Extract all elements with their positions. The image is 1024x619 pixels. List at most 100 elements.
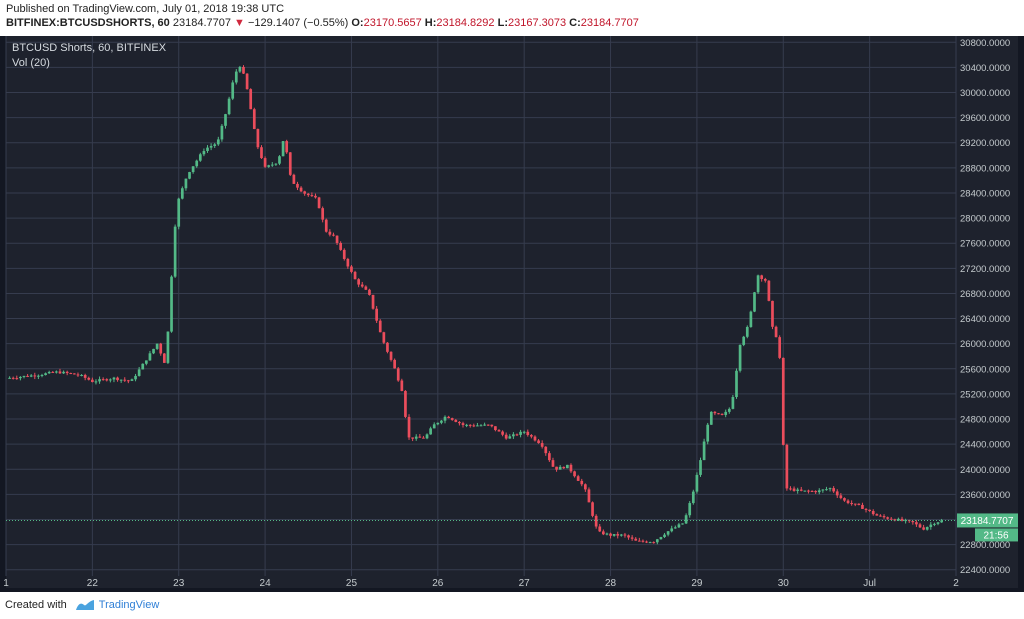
x-tick-label: 25 [346,578,358,589]
y-tick-label: 26400.0000 [960,314,1010,325]
candle-up [443,416,447,421]
y-tick-label: 28800.0000 [960,163,1010,174]
time-axis[interactable]: 1 22 23 24 25 26 27 28 29 30 Jul 2 [3,578,959,589]
candle-down [652,542,656,544]
price-axis[interactable]: 22400.000022800.000023200.000023600.0000… [960,38,1010,576]
candle-down [807,490,810,492]
candle-down [375,308,378,321]
y-tick-label: 29200.0000 [960,138,1010,149]
high-value: 23184.8292 [436,17,495,29]
candle-down [544,446,548,454]
y-tick-label: 28400.0000 [960,188,1010,199]
y-tick-label: 26800.0000 [960,289,1010,300]
tradingview-logo-icon[interactable] [75,599,95,611]
last-price-tag [957,513,1018,528]
candle-up [213,144,217,146]
candle-down [846,500,850,504]
low-label: L: [497,17,508,29]
created-with-label: Created with [5,599,67,611]
candle-up [195,160,199,167]
candle-up [220,125,224,140]
y-tick-label: 27200.0000 [960,264,1010,275]
candle-up [29,375,33,377]
candle-down [922,527,925,530]
candle-down [789,488,792,490]
candle-down [314,195,317,198]
price-axis-background[interactable] [956,36,1018,588]
candle-up [508,436,512,439]
y-tick-label: 25200.0000 [960,389,1010,400]
plot-background [6,36,956,576]
candle-up [152,348,155,354]
candle-up [40,375,44,377]
candle-down [501,431,504,435]
y-tick-label: 26000.0000 [960,339,1010,350]
candle-up [558,466,562,470]
candle-up [897,518,900,521]
candle-down [328,231,332,235]
candle-down [882,516,886,518]
candle-up [940,520,943,523]
candle-down [720,413,724,415]
candle-up [742,336,746,345]
candle-down [324,219,328,232]
chart-legend-title: BTCUSD Shorts, 60, BITFINEX [12,42,167,54]
candle-up [925,527,929,530]
y-tick-label: 30400.0000 [960,63,1010,74]
candle-up [206,147,209,152]
candle-up [904,520,907,522]
candle-up [749,311,753,327]
candle-up [227,98,231,115]
candle-down [303,191,307,194]
last-price-tag-text: 23184.7707 [961,516,1014,527]
candle-down [911,520,915,523]
candle-down [51,371,55,373]
candle-up [137,369,141,376]
candle-down [400,380,404,391]
open-value: 23170.5657 [363,17,422,29]
candle-up [655,539,659,543]
candle-up [933,523,936,525]
ohlc-header: BITFINEX:BTCUSDSHORTS, 60 23184.7707 ▼ −… [6,17,639,29]
last-price: 23184.7707 [172,17,231,29]
x-tick-label: 29 [691,578,703,589]
candle-down [573,471,576,477]
candle-down [342,249,346,259]
candle-up [198,154,202,161]
candle-down [497,430,501,432]
countdown-tag [975,528,1018,542]
candle-down [335,235,339,243]
time-axis-background[interactable] [6,576,956,588]
candle-down [616,534,620,536]
candle-up [278,156,281,164]
candle-up [19,376,22,379]
candle-down [792,488,796,491]
candle-down [810,491,814,493]
candle-down [490,424,494,427]
candle-up [691,491,695,504]
candle-down [407,416,411,438]
candle-down [637,540,641,542]
candle-down [65,371,69,374]
tradingview-link[interactable]: TradingView [98,599,160,611]
symbol-label: BITFINEX:BTCUSDSHORTS, 60 [6,17,170,29]
candle-up [929,524,933,528]
candle-down [292,174,296,184]
candle-down [386,342,389,352]
candle-up [170,276,173,332]
candle-down [404,390,407,417]
y-tick-label: 30000.0000 [960,88,1010,99]
candlestick-chart[interactable]: 22400.000022800.000023200.000023600.0000… [0,36,1024,592]
candle-up [688,503,692,516]
candle-down [526,431,530,436]
candle-up [44,373,47,376]
y-tick-label: 23600.0000 [960,490,1010,501]
candle-up [209,145,213,148]
candle-down [494,426,497,431]
x-tick-label: 26 [432,578,444,589]
chart-area[interactable]: 22400.000022800.000023200.000023600.0000… [0,36,1024,592]
candle-down [835,491,839,496]
candle-up [234,71,238,83]
candle-up [191,166,195,173]
candle-down [339,242,343,250]
